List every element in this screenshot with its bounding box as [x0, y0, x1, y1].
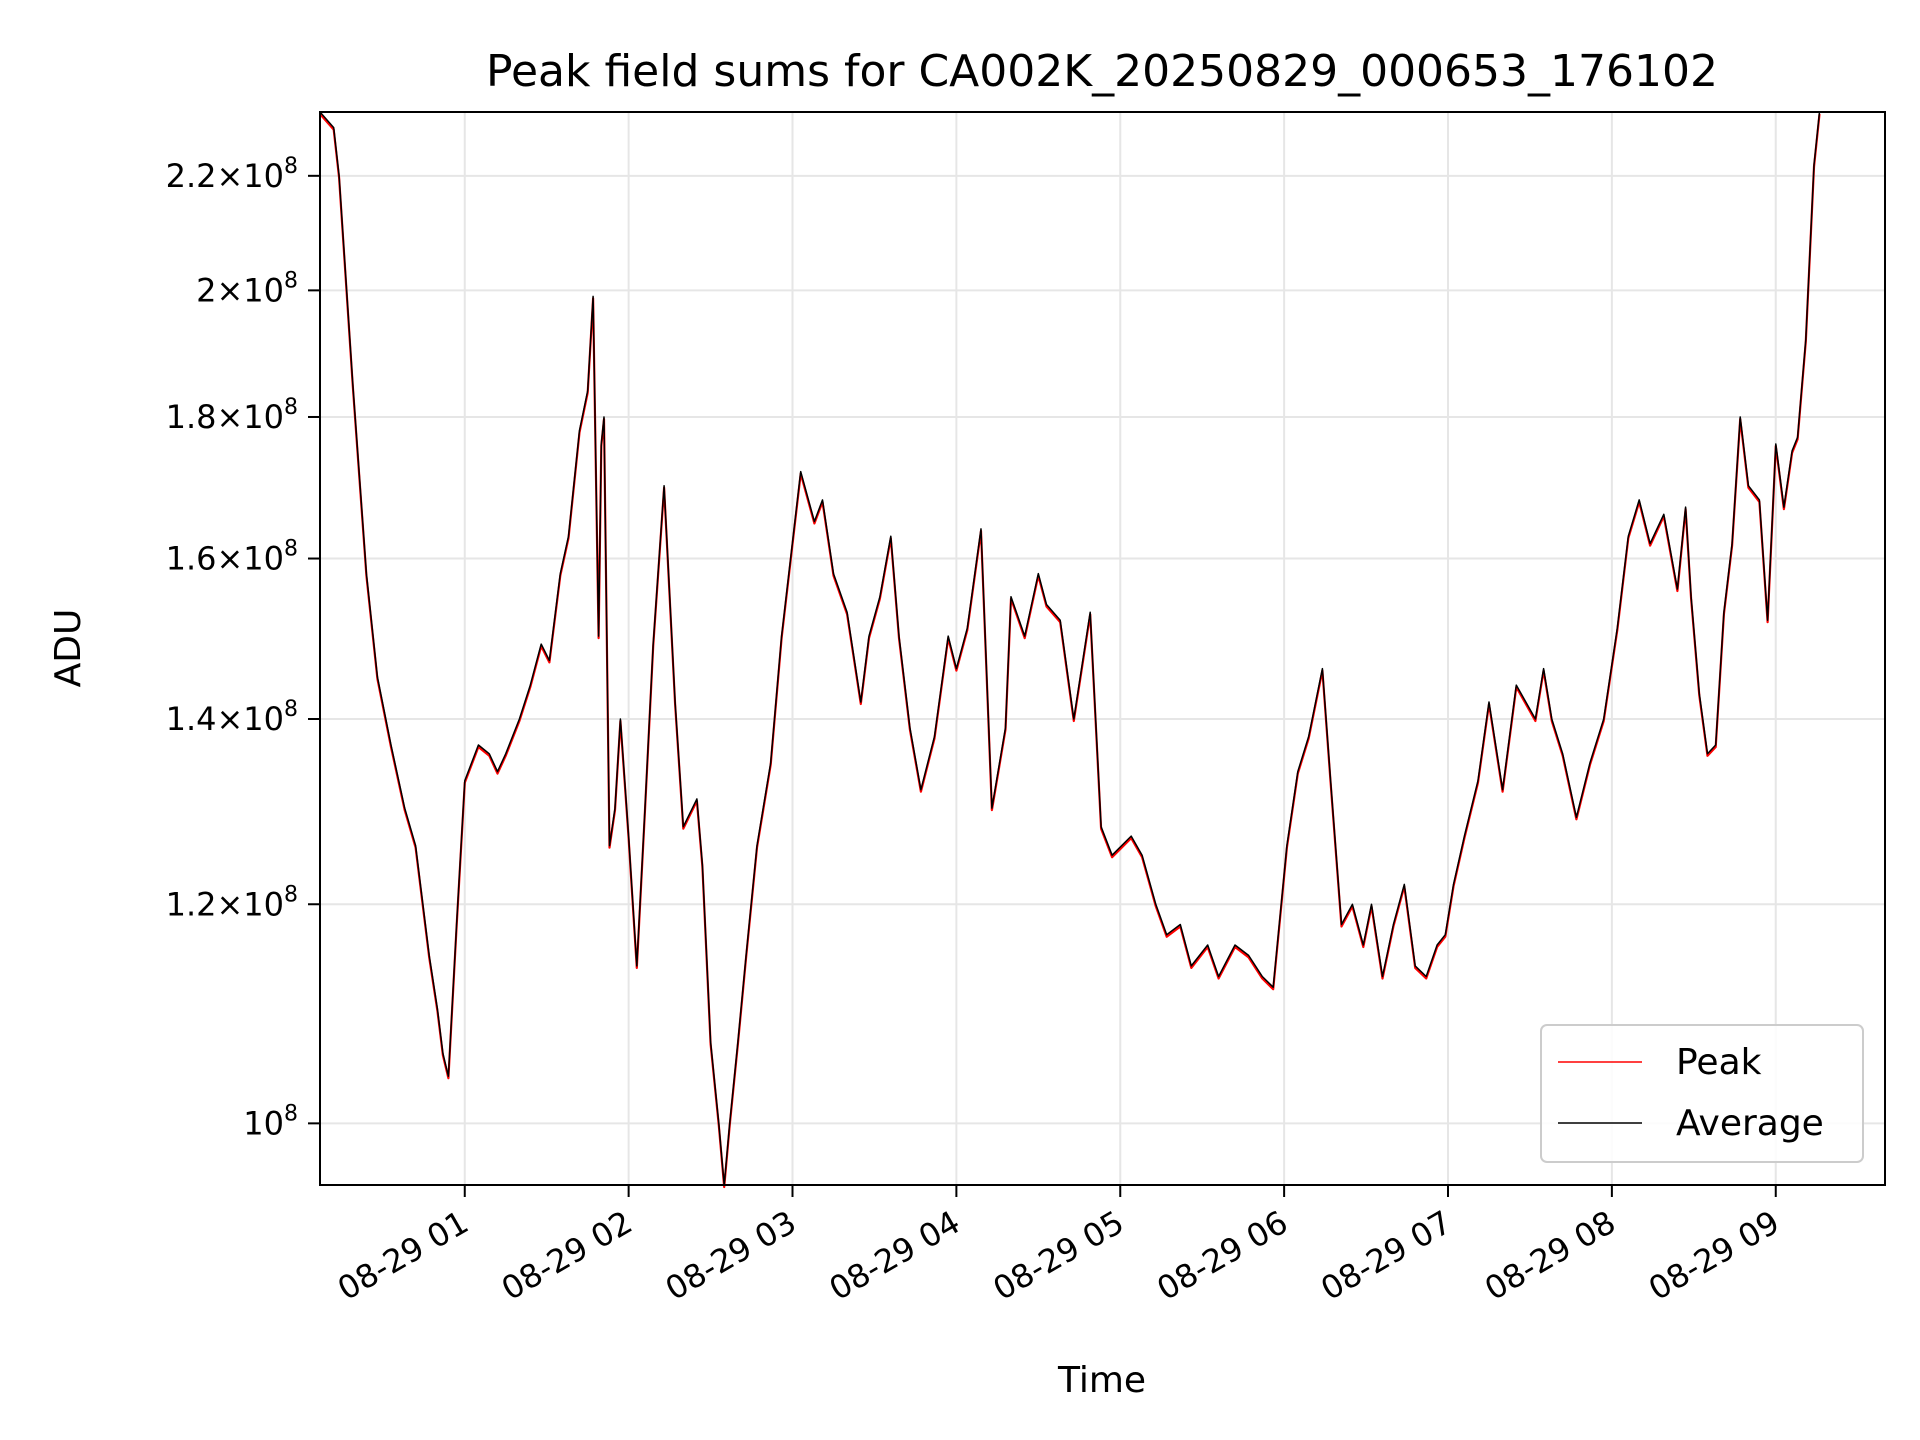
y-tick-label: 1.4×108: [166, 697, 298, 738]
legend-box: [1540, 1024, 1864, 1163]
y-tick-label: 1.8×108: [166, 395, 298, 436]
y-tick-label: 2.2×108: [166, 154, 298, 195]
legend: Peak Average: [1540, 1024, 1864, 1163]
plot-area-frame: [319, 111, 1886, 1186]
series-lines: [319, 111, 1821, 1189]
y-tick-label: 1.6×108: [166, 537, 298, 578]
y-axis-label: ADU: [48, 609, 89, 688]
y-tick-label: 2×108: [196, 268, 298, 309]
y-tick-label: 108: [243, 1101, 298, 1142]
x-axis-label: Time: [1057, 1360, 1146, 1401]
series-line-average: [319, 111, 1821, 1186]
chart-title: Peak field sums for CA002K_20250829_0006…: [486, 46, 1718, 97]
y-axis: 108 1.2×108 1.4×108 1.6×108 1.8×108 2×108 2.2×…: [166, 154, 320, 1142]
legend-label-average: Average: [1676, 1103, 1824, 1144]
legend-label-peak: Peak: [1676, 1042, 1762, 1083]
y-tick-label: 1.2×108: [166, 882, 298, 923]
